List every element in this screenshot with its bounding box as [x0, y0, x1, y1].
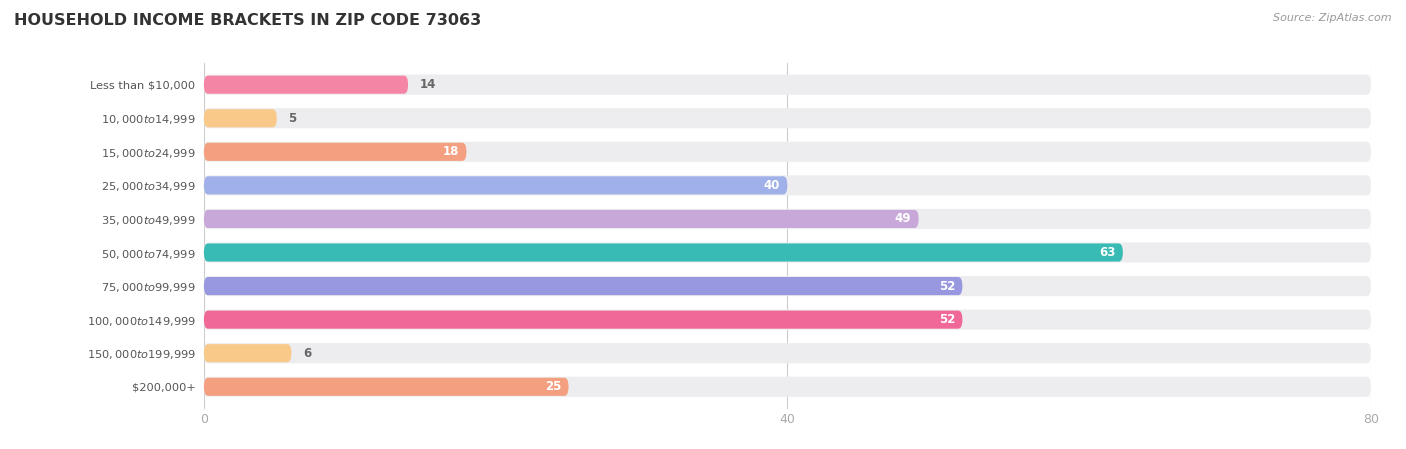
FancyBboxPatch shape [204, 311, 963, 329]
FancyBboxPatch shape [204, 75, 1371, 95]
Text: 6: 6 [304, 347, 311, 360]
Text: 52: 52 [939, 313, 955, 326]
Text: 40: 40 [763, 179, 780, 192]
FancyBboxPatch shape [204, 108, 1371, 128]
Text: 5: 5 [288, 112, 297, 125]
FancyBboxPatch shape [204, 344, 291, 362]
FancyBboxPatch shape [204, 209, 1371, 229]
FancyBboxPatch shape [204, 109, 277, 128]
Text: 52: 52 [939, 280, 955, 293]
FancyBboxPatch shape [204, 176, 787, 194]
Text: 14: 14 [420, 78, 436, 91]
Text: 63: 63 [1099, 246, 1115, 259]
FancyBboxPatch shape [204, 242, 1371, 263]
FancyBboxPatch shape [204, 343, 1371, 363]
FancyBboxPatch shape [204, 210, 918, 228]
FancyBboxPatch shape [204, 276, 1371, 296]
Text: HOUSEHOLD INCOME BRACKETS IN ZIP CODE 73063: HOUSEHOLD INCOME BRACKETS IN ZIP CODE 73… [14, 13, 481, 28]
FancyBboxPatch shape [204, 377, 1371, 397]
Text: Source: ZipAtlas.com: Source: ZipAtlas.com [1274, 13, 1392, 23]
FancyBboxPatch shape [204, 175, 1371, 195]
FancyBboxPatch shape [204, 143, 467, 161]
FancyBboxPatch shape [204, 378, 568, 396]
FancyBboxPatch shape [204, 277, 963, 295]
Text: 25: 25 [546, 380, 561, 393]
FancyBboxPatch shape [204, 243, 1123, 262]
FancyBboxPatch shape [204, 142, 1371, 162]
FancyBboxPatch shape [204, 75, 408, 94]
Text: 18: 18 [443, 145, 460, 158]
FancyBboxPatch shape [204, 309, 1371, 330]
Text: 49: 49 [894, 212, 911, 225]
